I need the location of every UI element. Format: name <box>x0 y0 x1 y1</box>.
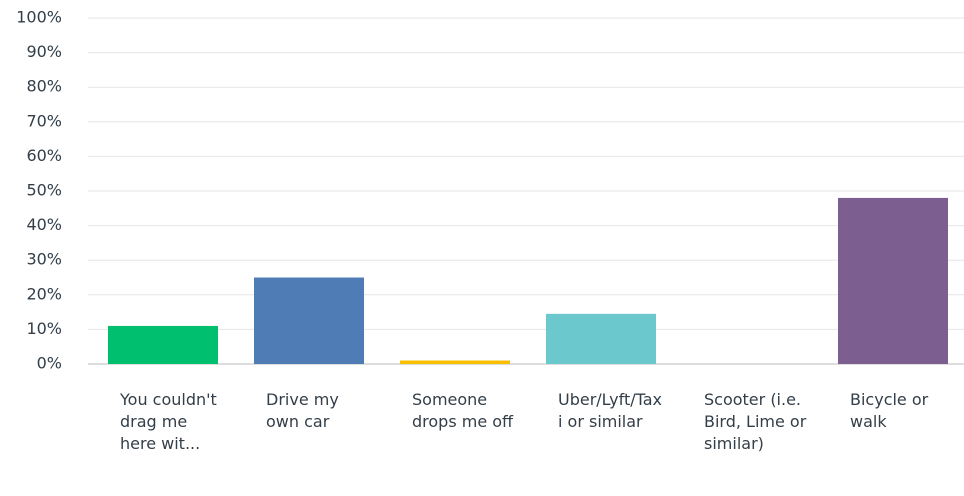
x-tick-label: Drive my own car <box>266 390 339 431</box>
y-tick-label: 60% <box>26 146 62 165</box>
y-tick-label: 20% <box>26 284 62 303</box>
y-tick-label: 100% <box>16 8 62 27</box>
y-tick-label: 50% <box>26 181 62 200</box>
y-tick-label: 0% <box>37 354 62 373</box>
bar <box>108 325 218 364</box>
y-tick-label: 30% <box>26 250 62 269</box>
y-tick-label: 10% <box>26 319 62 338</box>
bar <box>546 313 656 364</box>
x-tick-label: You couldn't drag me here wit... <box>120 390 217 453</box>
x-tick-label: Uber/Lyft/Taxi or similar <box>558 390 663 431</box>
y-tick-label: 80% <box>26 77 62 96</box>
bar <box>838 197 948 364</box>
x-tick-label: Scooter (i.e. Bird, Lime or similar) <box>704 390 807 453</box>
y-tick-label: 70% <box>26 111 62 130</box>
x-tick-label: Someone drops me off <box>412 390 514 431</box>
x-tick-label: Bicycle or walk <box>850 390 929 431</box>
y-tick-label: 40% <box>26 215 62 234</box>
bar <box>400 360 510 364</box>
bar <box>254 277 364 364</box>
y-tick-label: 90% <box>26 42 62 61</box>
